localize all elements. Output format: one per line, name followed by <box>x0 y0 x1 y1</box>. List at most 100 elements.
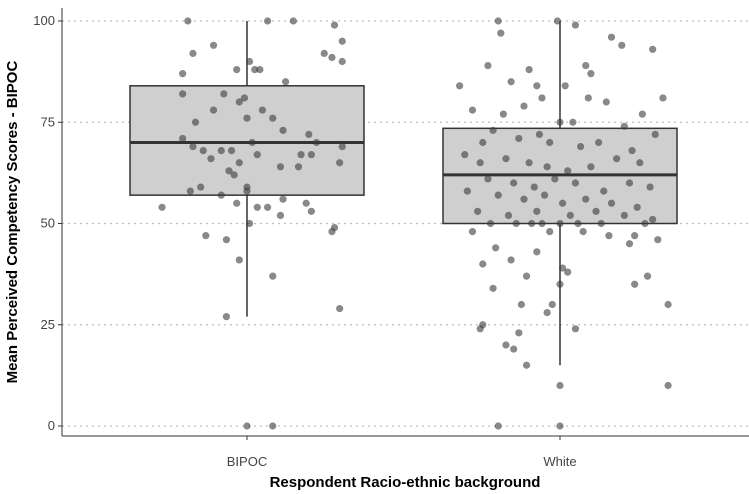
data-point <box>217 191 225 199</box>
data-point <box>222 313 231 321</box>
data-point <box>227 147 236 155</box>
data-point <box>510 345 518 353</box>
data-point <box>243 187 251 195</box>
data-point <box>607 199 616 207</box>
data-point <box>307 207 315 215</box>
data-point <box>461 151 469 159</box>
data-point <box>625 240 634 248</box>
data-point <box>556 219 564 228</box>
iqr-box <box>129 85 365 196</box>
data-point <box>654 236 662 244</box>
x-tick-label: White <box>543 454 576 469</box>
data-point <box>217 147 225 155</box>
data-point <box>561 82 569 90</box>
y-tick-label: 100 <box>33 13 55 28</box>
data-point <box>179 70 187 78</box>
axes: 0 25 50 75 100 BIPOC White <box>33 8 749 469</box>
data-point <box>245 219 254 228</box>
data-point <box>189 142 197 151</box>
y-tick-label: 0 <box>48 418 55 433</box>
data-point <box>502 341 510 349</box>
data-point <box>574 219 582 228</box>
data-point <box>587 163 595 171</box>
data-point <box>235 98 243 106</box>
data-point <box>522 272 531 280</box>
data-point <box>276 163 285 171</box>
data-point <box>474 207 482 215</box>
data-point <box>512 219 520 228</box>
data-point <box>276 211 285 219</box>
data-point <box>184 17 192 25</box>
data-point <box>525 66 533 74</box>
data-point <box>515 329 523 337</box>
data-point <box>533 207 541 215</box>
data-point <box>497 29 505 37</box>
data-point <box>597 219 605 228</box>
data-point <box>330 21 339 29</box>
data-points <box>158 17 672 430</box>
data-point <box>158 203 166 211</box>
data-point <box>253 151 261 159</box>
data-point <box>476 325 484 333</box>
data-point <box>233 199 241 207</box>
data-point <box>571 325 580 333</box>
data-point <box>605 232 613 240</box>
data-point <box>297 151 305 159</box>
data-point <box>338 37 346 45</box>
data-point <box>576 142 585 151</box>
data-point <box>209 106 218 114</box>
data-point <box>186 187 194 195</box>
data-point <box>528 219 536 228</box>
data-point <box>556 422 564 430</box>
data-point <box>600 187 608 195</box>
data-point <box>571 179 580 187</box>
y-tick-label: 50 <box>41 216 55 231</box>
data-point <box>520 102 528 110</box>
data-point <box>546 228 554 236</box>
data-point <box>248 138 256 147</box>
data-point <box>592 207 600 215</box>
data-point <box>197 183 205 191</box>
data-point <box>543 309 551 317</box>
data-point <box>225 167 233 175</box>
data-point <box>543 163 551 171</box>
data-point <box>595 138 603 147</box>
data-point <box>468 106 477 114</box>
data-point <box>664 381 672 390</box>
data-point <box>533 248 541 256</box>
data-point <box>179 90 187 98</box>
data-point <box>269 272 277 280</box>
data-point <box>620 211 628 219</box>
data-point <box>628 147 636 155</box>
data-point <box>651 130 659 138</box>
data-point <box>582 195 590 203</box>
data-point <box>489 284 497 292</box>
data-point <box>556 118 564 126</box>
data-point <box>489 126 497 134</box>
data-point <box>484 61 492 70</box>
data-point <box>484 175 492 183</box>
data-point <box>638 110 646 118</box>
data-point <box>209 41 218 49</box>
data-point <box>179 134 187 143</box>
boxes <box>129 21 678 366</box>
data-point <box>243 114 251 122</box>
data-point <box>582 61 590 70</box>
data-point <box>279 195 287 203</box>
data-point <box>502 155 510 163</box>
data-point <box>338 57 346 66</box>
data-point <box>584 94 592 102</box>
y-tick-label: 75 <box>41 114 55 129</box>
data-point <box>649 215 657 224</box>
data-point <box>664 300 672 309</box>
data-point <box>558 264 567 272</box>
data-point <box>558 199 567 207</box>
data-point <box>289 17 297 25</box>
data-point <box>530 183 538 191</box>
data-point <box>199 147 207 155</box>
data-point <box>504 211 513 219</box>
data-point <box>633 203 641 211</box>
data-point <box>253 203 261 211</box>
data-point <box>456 82 464 90</box>
